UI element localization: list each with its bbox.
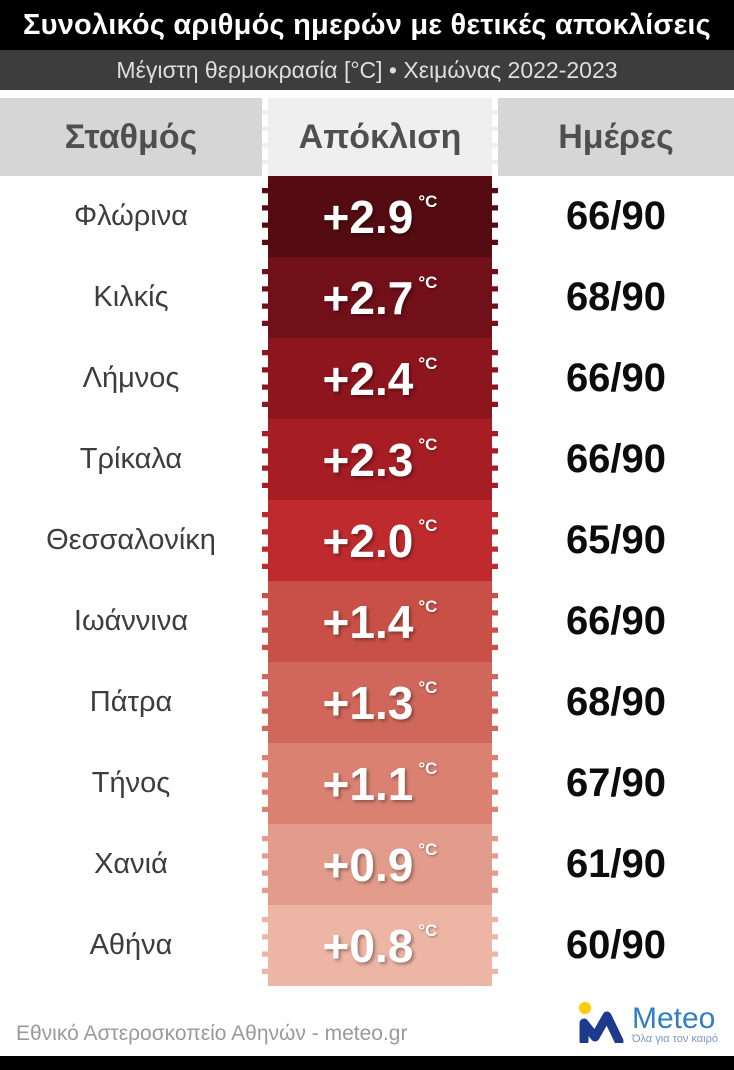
days-value: 65/90 xyxy=(565,518,667,562)
deviation-cell: +2.9 °C xyxy=(262,176,498,257)
days-value: 61/90 xyxy=(565,842,667,886)
source-attribution: Εθνικό Αστεροσκοπείο Αθηνών - meteo.gr xyxy=(16,1022,408,1045)
station-name: Φλώρινα xyxy=(73,200,189,232)
deviation-value: +1.3 xyxy=(322,676,414,729)
station-name: Αθήνα xyxy=(89,929,173,961)
deviation-unit: °C xyxy=(418,758,438,778)
deviation-value: +2.4 xyxy=(322,352,414,405)
logo-text-block: Meteo Όλα για τον καιρό xyxy=(632,1003,718,1046)
station-name: Λήμνος xyxy=(82,362,180,394)
page-title: Συνολικός αριθμός ημερών με θετικές αποκ… xyxy=(23,8,711,41)
column-header-deviation: Απόκλιση xyxy=(262,98,498,176)
table-row: Πάτρα +1.3 °C 68/90 xyxy=(0,662,734,743)
table-row: Χανιά +0.9 °C 61/90 xyxy=(0,824,734,905)
deviation-value: +1.4 xyxy=(322,595,414,648)
title-bar: Συνολικός αριθμός ημερών με θετικές αποκ… xyxy=(0,0,734,50)
deviation-unit: °C xyxy=(418,920,438,940)
days-value: 68/90 xyxy=(565,680,667,724)
deviation-unit: °C xyxy=(418,191,438,211)
days-value: 66/90 xyxy=(565,437,667,481)
table-row: Αθήνα +0.8 °C 60/90 xyxy=(0,905,734,986)
page-subtitle: Μέγιστη θερμοκρασία [°C] • Χειμώνας 2022… xyxy=(116,56,618,83)
stats-table: Σταθμός Απόκλιση Ημέρες Φλώρινα +2.9 °C 6… xyxy=(0,98,734,986)
deviation-value: +2.0 xyxy=(322,514,414,567)
deviation-value: +2.7 xyxy=(322,271,414,324)
column-header-station: Σταθμός xyxy=(0,98,262,176)
table-row: Λήμνος +2.4 °C 66/90 xyxy=(0,338,734,419)
deviation-value: +0.8 xyxy=(322,919,414,972)
deviation-cell: +0.9 °C xyxy=(262,824,498,905)
deviation-unit: °C xyxy=(418,839,438,859)
deviation-value: +0.9 xyxy=(322,838,414,891)
column-header-days: Ημέρες xyxy=(498,98,734,176)
divider xyxy=(0,90,734,98)
days-value: 66/90 xyxy=(565,194,667,238)
deviation-cell: +2.3 °C xyxy=(262,419,498,500)
station-name: Θεσσαλονίκη xyxy=(46,524,216,556)
station-name: Τρίκαλα xyxy=(79,443,183,475)
table-row: Θεσσαλονίκη +2.0 °C 65/90 xyxy=(0,500,734,581)
subtitle-bar: Μέγιστη θερμοκρασία [°C] • Χειμώνας 2022… xyxy=(0,50,734,90)
days-value: 66/90 xyxy=(565,356,667,400)
deviation-cell: +1.3 °C xyxy=(262,662,498,743)
deviation-unit: °C xyxy=(418,677,438,697)
station-name: Κιλκίς xyxy=(93,281,169,313)
deviation-cell: +0.8 °C xyxy=(262,905,498,986)
deviation-unit: °C xyxy=(418,596,438,616)
deviation-cell: +1.4 °C xyxy=(262,581,498,662)
days-value: 68/90 xyxy=(565,275,667,319)
deviation-value: +2.3 xyxy=(322,433,414,486)
deviation-cell: +2.7 °C xyxy=(262,257,498,338)
deviation-cell: +2.4 °C xyxy=(262,338,498,419)
bottom-bar xyxy=(0,1056,734,1070)
days-value: 66/90 xyxy=(565,599,667,643)
deviation-value: +1.1 xyxy=(322,757,414,810)
meteo-logo: Meteo Όλα για τον καιρό xyxy=(578,1001,718,1048)
meteo-m-icon xyxy=(578,1001,624,1048)
table-row: Τήνος +1.1 °C 67/90 xyxy=(0,743,734,824)
deviation-value: +2.9 xyxy=(322,190,414,243)
deviation-unit: °C xyxy=(418,272,438,292)
days-value: 67/90 xyxy=(565,761,667,805)
days-value: 60/90 xyxy=(565,923,667,967)
logo-tagline: Όλα για τον καιρό xyxy=(631,1033,718,1046)
deviation-unit: °C xyxy=(418,515,438,535)
deviation-cell: +1.1 °C xyxy=(262,743,498,824)
footer: Εθνικό Αστεροσκοπείο Αθηνών - meteo.gr M… xyxy=(0,986,734,1056)
table-row: Τρίκαλα +2.3 °C 66/90 xyxy=(0,419,734,500)
table-row: Φλώρινα +2.9 °C 66/90 xyxy=(0,176,734,257)
deviation-cell: +2.0 °C xyxy=(262,500,498,581)
deviation-unit: °C xyxy=(418,353,438,373)
table-header-row: Σταθμός Απόκλιση Ημέρες xyxy=(0,98,734,176)
station-name: Πάτρα xyxy=(89,686,173,718)
logo-name: Meteo xyxy=(631,1001,716,1035)
deviation-unit: °C xyxy=(418,434,438,454)
station-name: Τήνος xyxy=(91,767,171,799)
station-name: Ιωάννινα xyxy=(73,605,189,637)
table-row: Κιλκίς +2.7 °C 68/90 xyxy=(0,257,734,338)
station-name: Χανιά xyxy=(94,848,168,880)
table-row: Ιωάννινα +1.4 °C 66/90 xyxy=(0,581,734,662)
